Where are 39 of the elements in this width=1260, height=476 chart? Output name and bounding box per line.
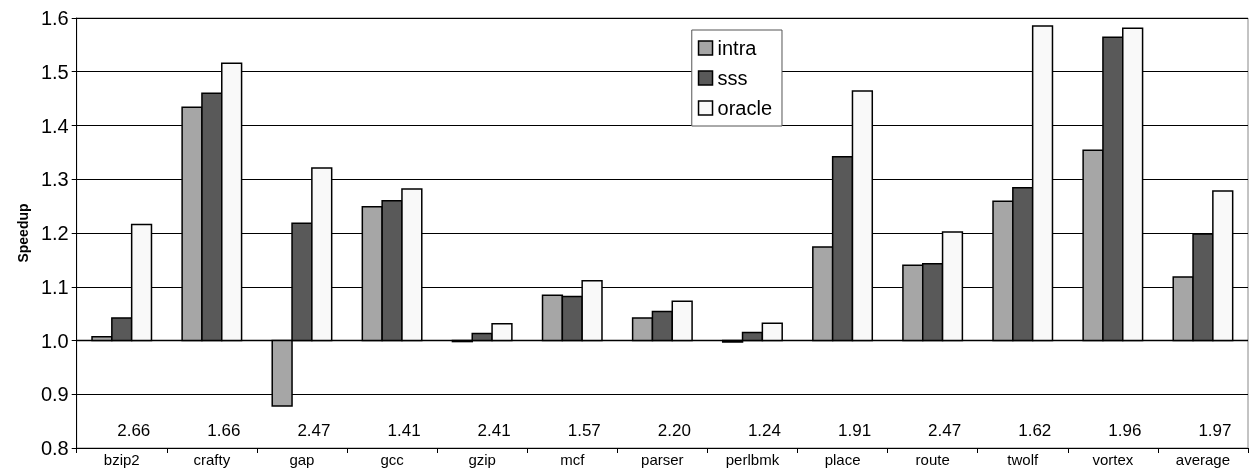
legend-label: sss bbox=[717, 67, 748, 89]
x-tick-label: average bbox=[1175, 451, 1231, 468]
annotation: 1.97 bbox=[1198, 420, 1232, 440]
y-tick-label: 1.0 bbox=[40, 329, 69, 352]
annotation: 1.57 bbox=[567, 420, 601, 440]
x-tick-label: place bbox=[824, 451, 861, 468]
annotation: 2.47 bbox=[928, 420, 962, 440]
y-tick-label: 1.2 bbox=[40, 222, 69, 244]
x-tick-label: mcf bbox=[560, 451, 586, 468]
x-tick-label: parser bbox=[641, 451, 684, 468]
annotation: 1.24 bbox=[747, 420, 781, 440]
y-tick-label: 1.5 bbox=[40, 60, 69, 83]
x-tick-label: gcc bbox=[380, 451, 405, 468]
y-tick-label: 1.1 bbox=[40, 275, 69, 298]
x-tick-label: perlbmk bbox=[725, 451, 780, 468]
annotation: 1.91 bbox=[838, 420, 872, 440]
annotation: 1.66 bbox=[207, 420, 241, 440]
x-tick-label: crafty bbox=[193, 451, 231, 468]
x-tick-label: route bbox=[915, 451, 950, 468]
y-tick-label: 1.4 bbox=[40, 114, 69, 137]
y-axis-title: Speedup bbox=[15, 203, 31, 263]
annotation: 2.66 bbox=[117, 420, 151, 440]
y-tick-label: 1.6 bbox=[40, 7, 69, 29]
y-tick-label: 1.3 bbox=[40, 168, 69, 191]
annotation: 1.96 bbox=[1108, 420, 1142, 440]
annotation: 2.20 bbox=[657, 420, 691, 440]
x-tick-label: vortex bbox=[1092, 451, 1134, 468]
x-tick-label: twolf bbox=[1007, 451, 1039, 468]
x-tick-label: bzip2 bbox=[103, 451, 140, 468]
annotation: 2.41 bbox=[477, 420, 511, 440]
annotation: 1.41 bbox=[387, 420, 421, 440]
y-tick-label: 0.8 bbox=[40, 437, 69, 459]
legend-label: intra bbox=[717, 37, 758, 59]
annotation: 1.62 bbox=[1018, 420, 1052, 440]
legend-label: oracle bbox=[717, 97, 773, 119]
y-tick-label: 0.9 bbox=[40, 383, 69, 406]
x-tick-label: gzip bbox=[468, 451, 496, 468]
annotation: 2.47 bbox=[297, 420, 331, 440]
x-tick-label: gap bbox=[289, 451, 315, 468]
